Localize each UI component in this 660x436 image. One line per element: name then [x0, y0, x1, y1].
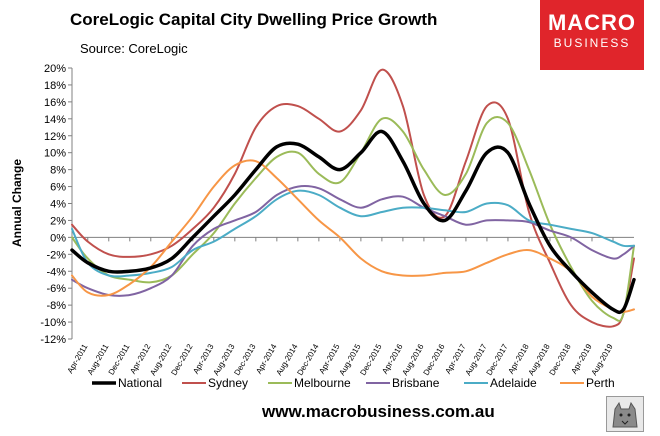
y-tick-label: 10%: [44, 148, 66, 160]
legend-label-brisbane: Brisbane: [392, 376, 440, 390]
series-line-brisbane: [71, 185, 635, 297]
y-tick-label: -8%: [46, 300, 66, 312]
y-tick-label: 12%: [44, 131, 66, 143]
chart-source: Source: CoreLogic: [80, 41, 188, 56]
wolf-logo-icon: [606, 396, 644, 432]
series-line-national: [70, 129, 636, 315]
logo-line-1: MACRO: [547, 10, 637, 35]
series-line-sydney: [71, 68, 635, 328]
y-tick-label: -6%: [46, 283, 66, 295]
logo-line-2: BUSINESS: [553, 36, 631, 50]
y-tick-label: 4%: [50, 199, 66, 211]
chart-title: CoreLogic Capital City Dwelling Price Gr…: [70, 10, 438, 29]
legend-label-adelaide: Adelaide: [490, 376, 537, 390]
y-tick-label: 2%: [50, 215, 66, 227]
legend-label-melbourne: Melbourne: [294, 376, 351, 390]
y-tick-label: 16%: [44, 97, 66, 109]
y-tick-label: -2%: [46, 249, 66, 261]
y-tick-label: -10%: [40, 317, 66, 329]
legend-label-national: National: [118, 376, 162, 390]
legend-label-perth: Perth: [586, 376, 615, 390]
macrobusiness-logo: MACRO BUSINESS: [540, 0, 644, 70]
y-tick-label: 18%: [44, 80, 66, 92]
y-tick-label: 8%: [50, 165, 66, 177]
y-tick-label: 20%: [44, 63, 66, 75]
series-line-adelaide: [71, 189, 635, 278]
series-line-melbourne: [71, 115, 635, 322]
y-tick-label: 6%: [50, 182, 66, 194]
series-line-perth: [71, 159, 635, 313]
y-tick-label: -12%: [40, 334, 66, 346]
y-tick-label: 14%: [44, 114, 66, 126]
footer-url: www.macrobusiness.com.au: [262, 402, 495, 421]
y-tick-label: 0%: [50, 232, 66, 244]
y-tick-label: -4%: [46, 266, 66, 278]
legend-label-sydney: Sydney: [208, 376, 248, 390]
